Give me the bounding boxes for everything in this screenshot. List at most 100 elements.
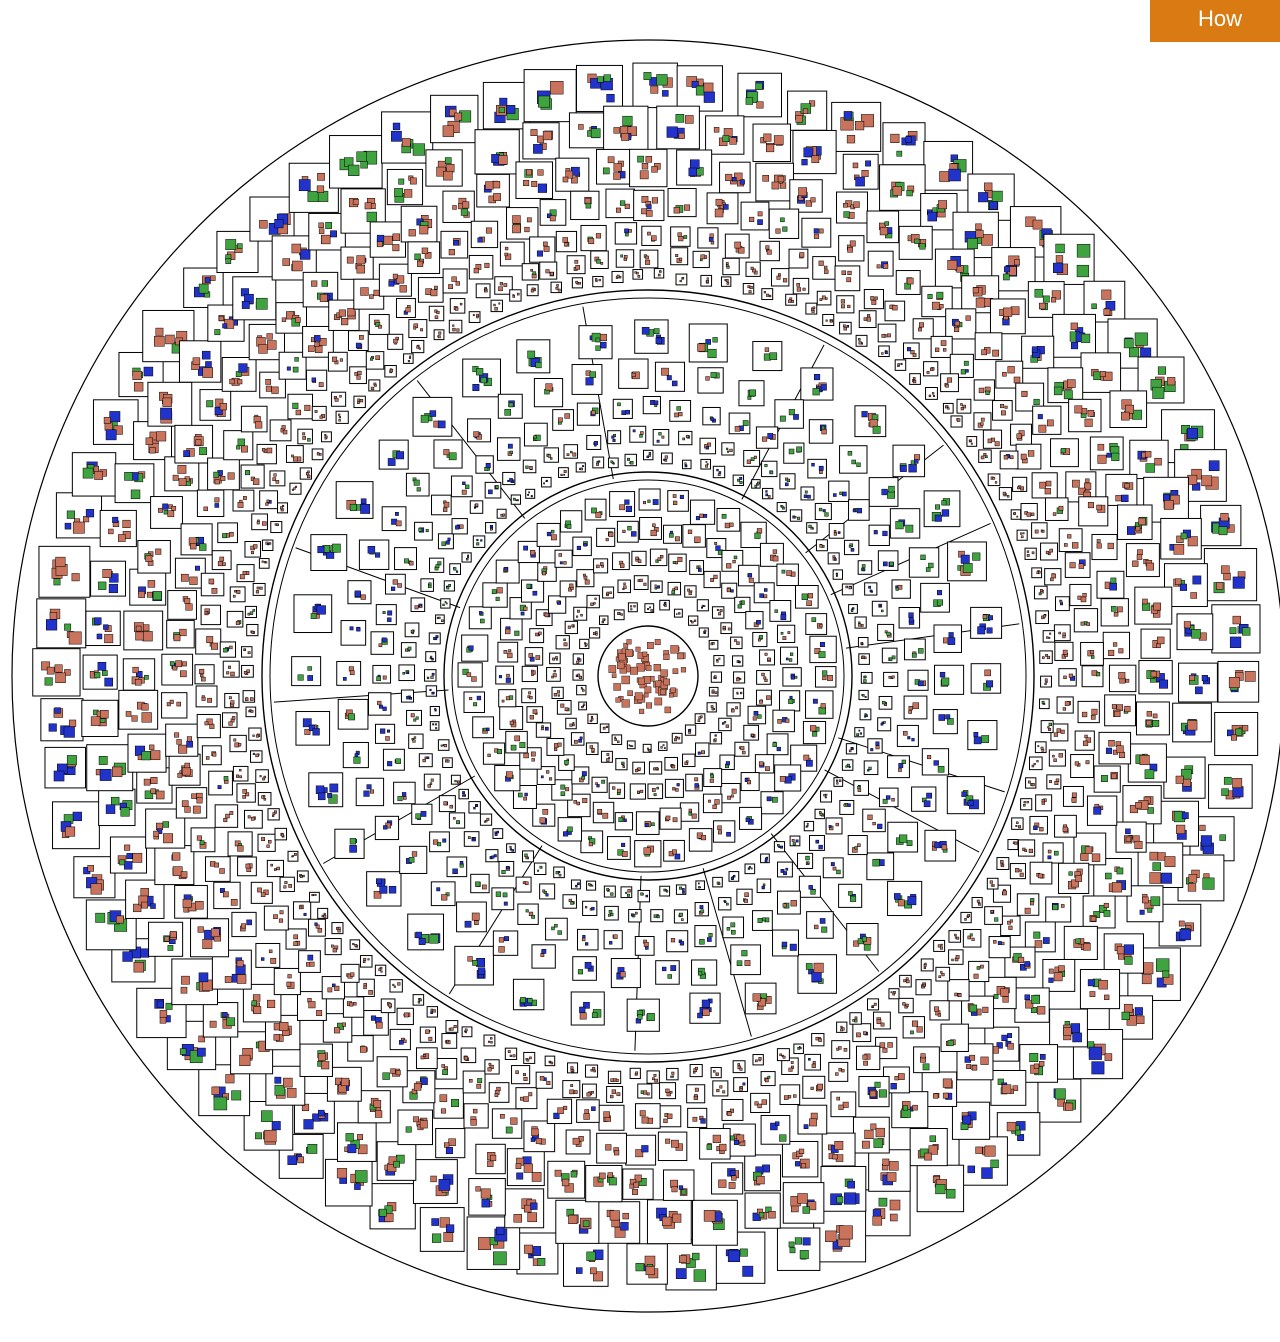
leaf-node — [897, 899, 905, 907]
leaf-node — [223, 818, 228, 823]
leaf-node — [1139, 755, 1150, 766]
leaf-node — [648, 454, 651, 457]
leaf-node — [776, 746, 781, 752]
leaf-node — [511, 849, 514, 852]
node-box — [624, 453, 637, 467]
node-box — [610, 958, 641, 989]
leaf-node — [375, 878, 382, 884]
leaf-node — [1004, 405, 1008, 409]
leaf-node — [785, 867, 789, 871]
leaf-node — [786, 570, 792, 576]
leaf-node — [64, 623, 72, 631]
leaf-node — [388, 886, 397, 894]
leaf-node — [388, 1156, 398, 1165]
leaf-node — [586, 1251, 596, 1261]
leaf-node — [273, 1034, 280, 1041]
leaf-node — [863, 943, 871, 951]
leaf-node — [1231, 734, 1237, 741]
leaf-node — [476, 315, 479, 319]
leaf-node — [822, 509, 826, 513]
leaf-node — [801, 593, 808, 600]
leaf-node — [600, 262, 604, 265]
leaf-node — [213, 471, 220, 478]
leaf-node — [563, 470, 567, 473]
leaf-node — [268, 949, 273, 954]
node-box — [652, 429, 670, 446]
leaf-node — [579, 1006, 586, 1013]
leaf-node — [1041, 798, 1045, 803]
leaf-node — [349, 838, 357, 845]
leaf-node — [1235, 728, 1243, 736]
node-box — [596, 527, 616, 547]
leaf-node — [319, 294, 328, 302]
leaf-node — [1075, 938, 1081, 944]
node-box — [1105, 473, 1138, 506]
leaf-node — [918, 322, 924, 328]
leaf-node — [524, 1244, 533, 1254]
node-box — [830, 1091, 857, 1118]
node-box — [711, 1162, 744, 1195]
leaf-node — [1146, 562, 1154, 571]
leaf-node — [1105, 300, 1116, 311]
leaf-node — [508, 402, 514, 408]
leaf-node — [1058, 753, 1063, 758]
node-box — [1032, 405, 1062, 435]
leaf-node — [373, 1099, 382, 1108]
leaf-node — [180, 670, 187, 678]
leaf-node — [144, 674, 149, 680]
leaf-node — [1124, 705, 1131, 713]
leaf-node — [550, 534, 557, 541]
node-box — [449, 298, 466, 314]
leaf-node — [252, 478, 260, 485]
leaf-node — [171, 505, 177, 511]
leaf-node — [595, 782, 598, 785]
leaf-node — [284, 881, 288, 885]
leaf-node — [274, 523, 277, 526]
leaf-node — [881, 352, 884, 355]
leaf-node — [616, 274, 620, 278]
leaf-node — [888, 676, 892, 679]
leaf-node — [197, 926, 204, 933]
leaf-node — [444, 157, 452, 164]
leaf-node — [601, 779, 606, 784]
leaf-node — [386, 729, 390, 733]
leaf-node — [1058, 505, 1064, 511]
leaf-node — [840, 299, 846, 304]
leaf-node — [889, 561, 894, 566]
leaf-node — [698, 971, 703, 976]
leaf-node — [445, 892, 450, 897]
node-box — [1098, 731, 1132, 765]
leaf-node — [1157, 366, 1167, 375]
leaf-node — [1062, 649, 1068, 655]
leaf-node — [143, 778, 151, 786]
leaf-node — [726, 902, 729, 906]
leaf-node — [1156, 643, 1161, 649]
leaf-node — [225, 813, 230, 819]
leaf-node — [573, 800, 578, 804]
leaf-node — [810, 1086, 814, 1090]
leaf-node — [811, 462, 815, 467]
leaf-node — [1070, 342, 1079, 350]
leaf-node — [835, 1072, 839, 1076]
leaf-node — [134, 678, 142, 686]
leaf-node — [850, 609, 854, 612]
leaf-node — [565, 787, 570, 792]
leaf-node — [582, 797, 588, 803]
leaf-node — [116, 915, 124, 924]
leaf-node — [997, 1078, 1004, 1085]
leaf-node — [475, 503, 479, 507]
leaf-node — [293, 934, 298, 940]
leaf-node — [122, 519, 131, 528]
leaf-node — [544, 726, 549, 731]
leaf-node — [1128, 347, 1140, 358]
leaf-node — [1000, 860, 1004, 864]
leaf-node — [736, 677, 740, 682]
leaf-node — [766, 144, 775, 153]
leaf-node — [1091, 853, 1101, 862]
leaf-node — [967, 914, 971, 917]
leaf-node — [1001, 1034, 1008, 1042]
leaf-node — [219, 556, 225, 562]
leaf-node — [250, 816, 255, 821]
leaf-node — [324, 437, 327, 440]
leaf-node — [1020, 453, 1027, 460]
